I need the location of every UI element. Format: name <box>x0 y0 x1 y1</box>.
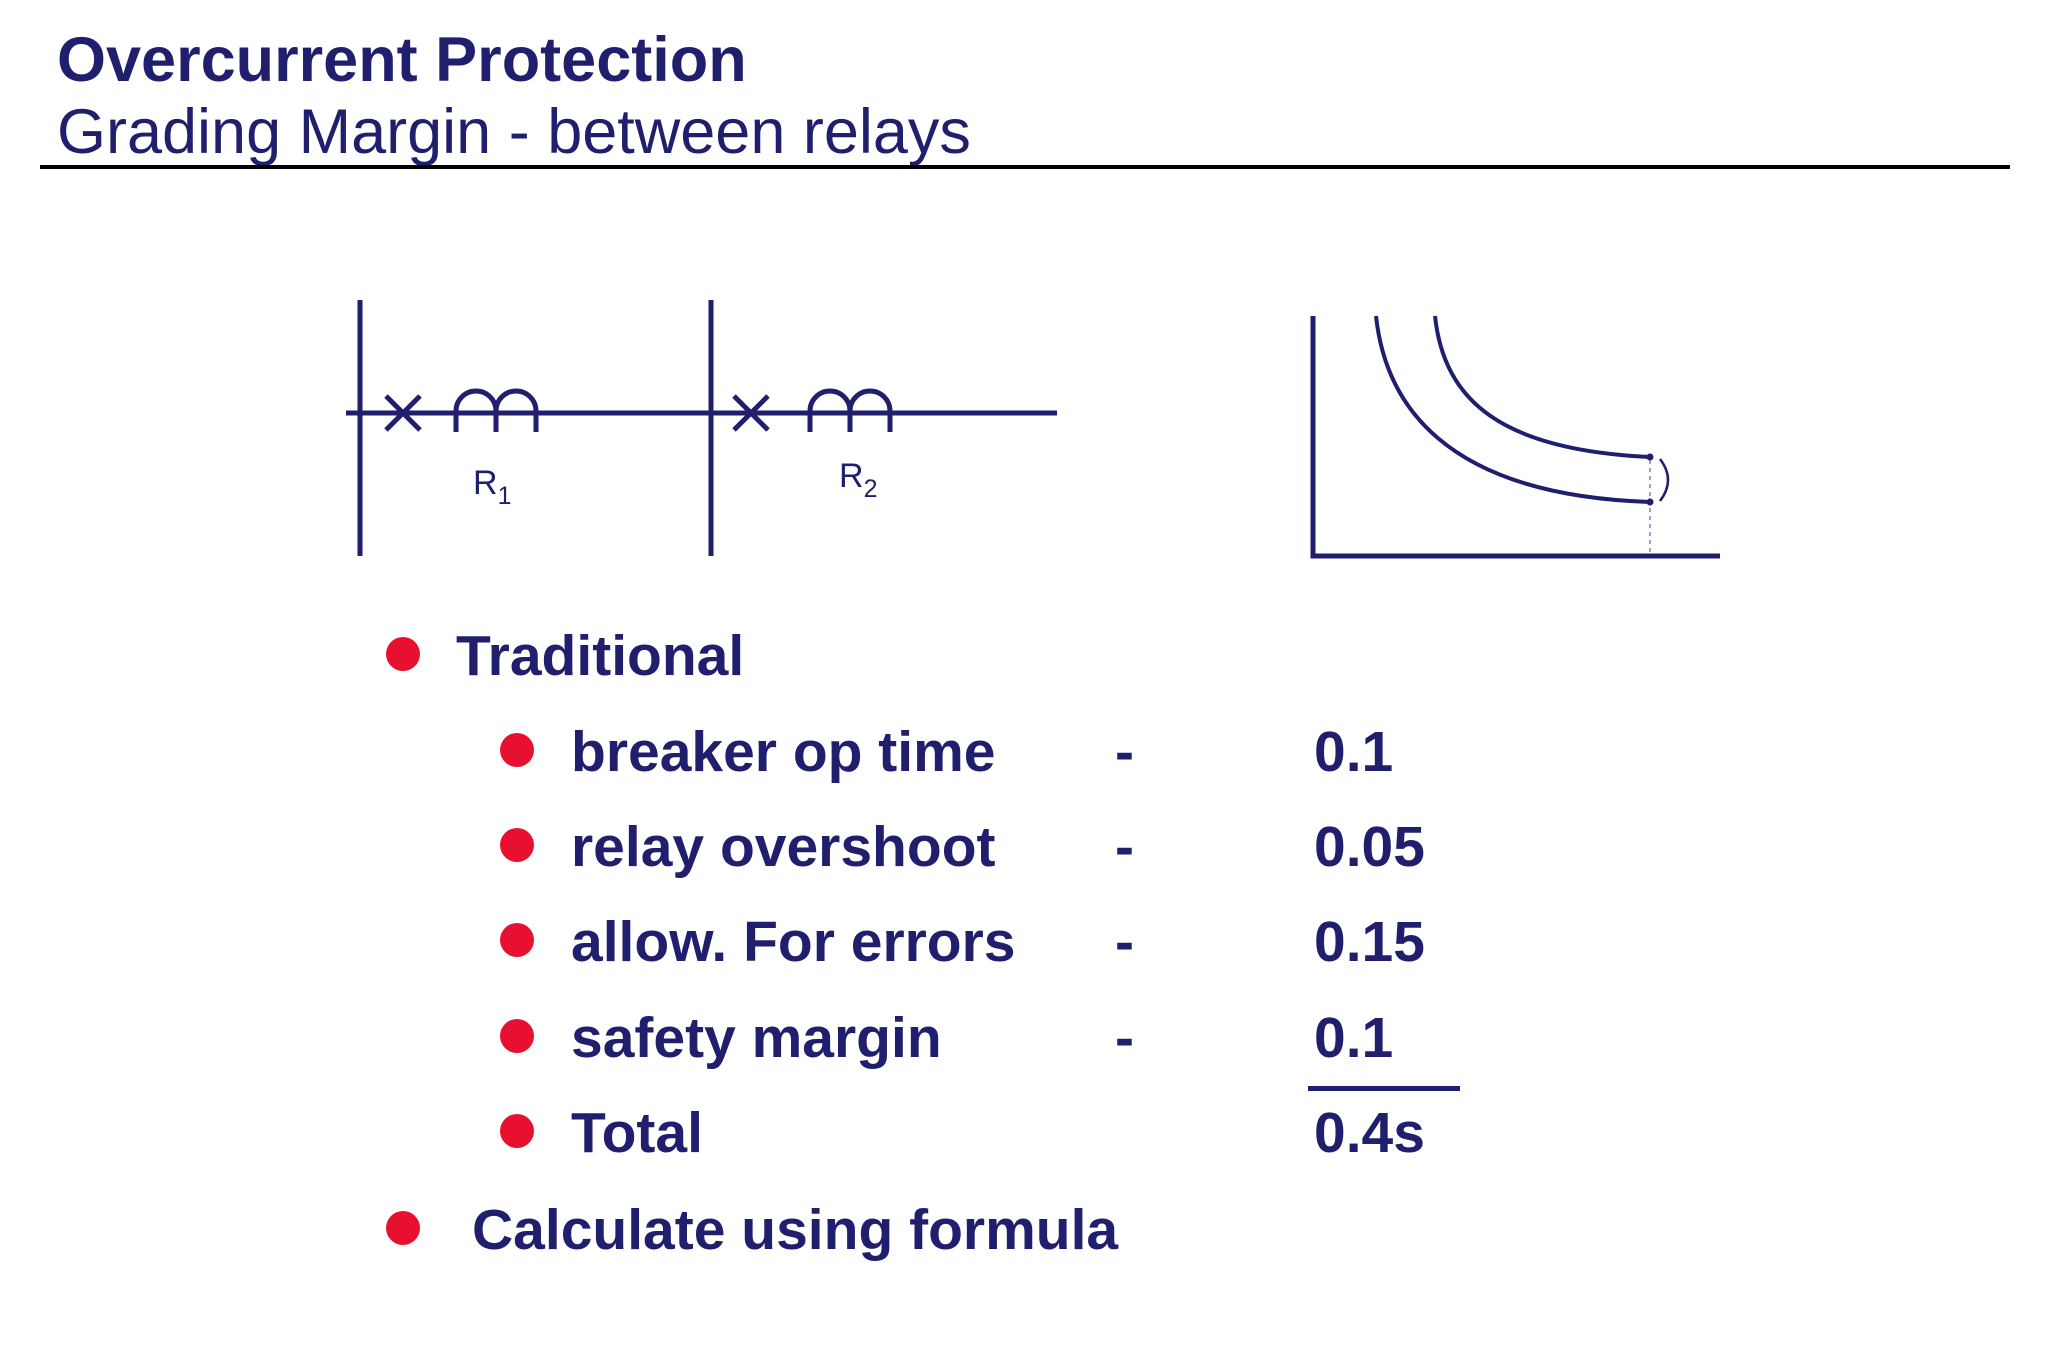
time-current-graph <box>1310 315 1720 559</box>
item-safety-margin-label: safety margin <box>571 1006 942 1070</box>
curve-1-end-point <box>1646 498 1654 506</box>
item-relay-overshoot-dash: - <box>1115 815 1134 879</box>
bullet-dot <box>386 637 420 671</box>
total-value: 0.4s <box>1314 1101 1425 1165</box>
bullet-dot <box>386 1211 420 1245</box>
breaker-2-cross-icon <box>732 394 770 432</box>
sum-underline <box>1308 1086 1460 1091</box>
relay-1-curve <box>1374 315 1651 504</box>
margin-brace-icon <box>1658 458 1670 502</box>
total-label: Total <box>571 1101 703 1165</box>
item-breaker-op-time-dash: - <box>1115 720 1134 784</box>
curve-2-end-point <box>1646 453 1654 461</box>
item-safety-margin-dash: - <box>1115 1006 1134 1070</box>
traditional-heading: Traditional <box>456 624 745 688</box>
item-breaker-op-time-value: 0.1 <box>1314 720 1394 784</box>
bullet-dot <box>500 1019 534 1053</box>
breaker-1-cross-icon <box>384 394 422 432</box>
item-allow-for-errors-dash: - <box>1115 910 1134 974</box>
item-safety-margin-value: 0.1 <box>1314 1006 1394 1070</box>
slide-title: Overcurrent Protection <box>57 25 747 95</box>
relay-1-label: R1 <box>473 464 511 510</box>
relay-2-curve <box>1433 315 1651 459</box>
item-allow-for-errors-value: 0.15 <box>1314 910 1425 974</box>
slide-subtitle: Grading Margin - between relays <box>57 97 971 167</box>
graph-axes <box>1310 316 1720 559</box>
bullet-dot <box>500 733 534 767</box>
relay-2-coil-icon <box>807 388 893 432</box>
formula-item: Calculate using formula <box>472 1198 1119 1262</box>
item-relay-overshoot-value: 0.05 <box>1314 815 1425 879</box>
relay-2-label: R2 <box>839 457 877 503</box>
single-line-diagram <box>346 300 1057 556</box>
relay-1-coil-icon <box>453 388 539 432</box>
item-breaker-op-time-label: breaker op time <box>571 720 996 784</box>
item-relay-overshoot-label: relay overshoot <box>571 815 996 879</box>
item-allow-for-errors-label: allow. For errors <box>571 910 1016 974</box>
bullet-dot <box>500 1114 534 1148</box>
title-divider <box>40 165 2010 169</box>
bullet-dot <box>500 828 534 862</box>
bullet-dot <box>500 923 534 957</box>
